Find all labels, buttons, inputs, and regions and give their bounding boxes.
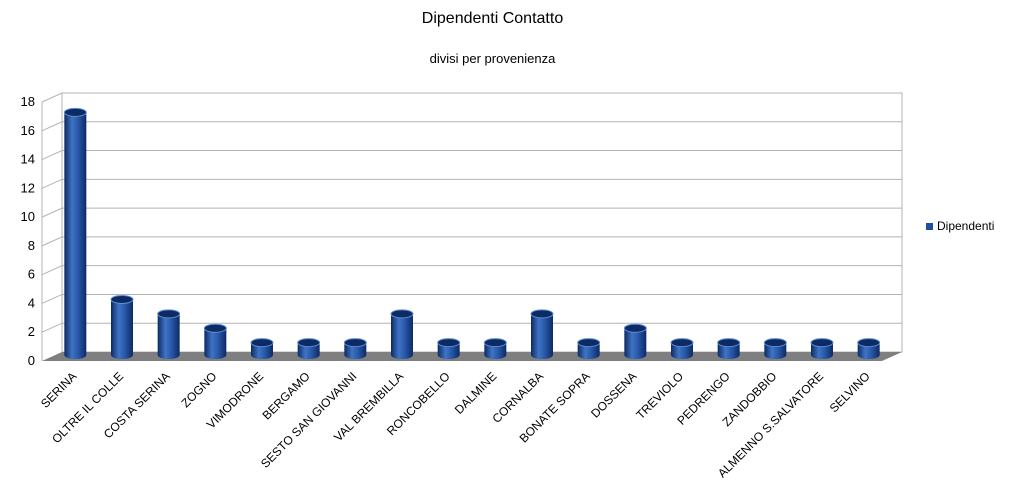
bar <box>857 338 881 359</box>
x-tick-label: SERINA <box>38 369 79 410</box>
bar <box>530 309 554 359</box>
gridline <box>41 121 902 132</box>
bar-body <box>811 342 833 359</box>
bar-top <box>437 338 461 348</box>
bar <box>343 338 367 359</box>
bar-body <box>577 342 600 359</box>
bar <box>810 338 834 359</box>
gridline <box>41 207 902 218</box>
bar-top <box>530 309 554 319</box>
bar <box>63 107 87 359</box>
bar <box>577 338 601 359</box>
bar <box>297 338 321 359</box>
legend: Dipendenti <box>926 219 994 233</box>
bar-top <box>157 309 181 319</box>
bar <box>717 338 741 359</box>
bar-body <box>111 299 133 359</box>
gridline <box>41 293 902 304</box>
gridline <box>41 150 902 161</box>
y-tick-label: 8 <box>28 238 35 253</box>
bar-body <box>531 313 553 359</box>
bar <box>623 323 647 359</box>
bar-body <box>251 342 273 359</box>
gridline <box>41 265 902 276</box>
bar-top <box>483 338 507 348</box>
bar-top <box>63 107 87 117</box>
y-tick-label: 2 <box>28 324 35 339</box>
bar <box>203 323 227 359</box>
y-axis: 0 2 4 6 8 10 12 14 16 18 <box>21 94 35 368</box>
y-tick-label: 12 <box>21 180 35 195</box>
bar-body <box>764 342 787 359</box>
bar-top <box>623 323 647 333</box>
bar <box>250 338 274 359</box>
bar-top <box>670 338 694 348</box>
legend-swatch <box>926 222 933 230</box>
bar-top <box>250 338 274 348</box>
bar-top <box>717 338 741 348</box>
bar-body <box>64 112 87 359</box>
y-tick-label: 14 <box>21 152 35 167</box>
bar <box>483 338 507 359</box>
bar <box>437 338 461 359</box>
legend-label: Dipendenti <box>937 219 995 233</box>
bar-top <box>110 294 134 304</box>
bar <box>763 338 787 359</box>
bar-body <box>857 342 880 359</box>
bar-top <box>577 338 601 348</box>
y-tick-label: 6 <box>28 267 35 282</box>
bar-top <box>203 323 227 333</box>
bar <box>157 309 181 359</box>
x-tick-label: SELVINO <box>827 369 873 415</box>
x-tick-label: ZOGNO <box>178 369 219 410</box>
bar <box>110 294 134 359</box>
x-tick-label: DALMINE <box>452 369 500 417</box>
y-tick-label: 4 <box>28 295 35 310</box>
chart-subtitle: divisi per provenienza <box>429 51 556 66</box>
bar-top <box>857 338 881 348</box>
bar-body <box>297 342 320 359</box>
chart-title: Dipendenti Contatto <box>421 10 564 27</box>
x-tick-label: DOSSENA <box>588 369 639 420</box>
bar-top <box>390 309 414 319</box>
bar-top <box>297 338 321 348</box>
bar <box>390 309 414 359</box>
bars <box>63 107 881 359</box>
bar <box>670 338 694 359</box>
y-tick-label: 18 <box>21 94 35 109</box>
y-tick-label: 10 <box>21 209 35 224</box>
bar-body <box>437 342 460 359</box>
bar-body <box>717 342 740 359</box>
bar-body <box>624 328 647 359</box>
bar-body <box>157 313 180 359</box>
bar-top <box>343 338 367 348</box>
bar-body <box>391 313 413 359</box>
y-tick-label: 16 <box>21 123 35 138</box>
gridline <box>41 92 902 103</box>
gridline <box>41 236 902 247</box>
back-wall <box>61 92 903 353</box>
y-tick-label: 0 <box>28 353 35 368</box>
bar-body <box>484 342 507 359</box>
gridline <box>41 322 902 333</box>
gridline <box>41 178 902 189</box>
bar-body <box>344 342 367 359</box>
bar-top <box>763 338 787 348</box>
bar-body <box>204 328 227 359</box>
bar-body <box>671 342 693 359</box>
bar-top <box>810 338 834 348</box>
